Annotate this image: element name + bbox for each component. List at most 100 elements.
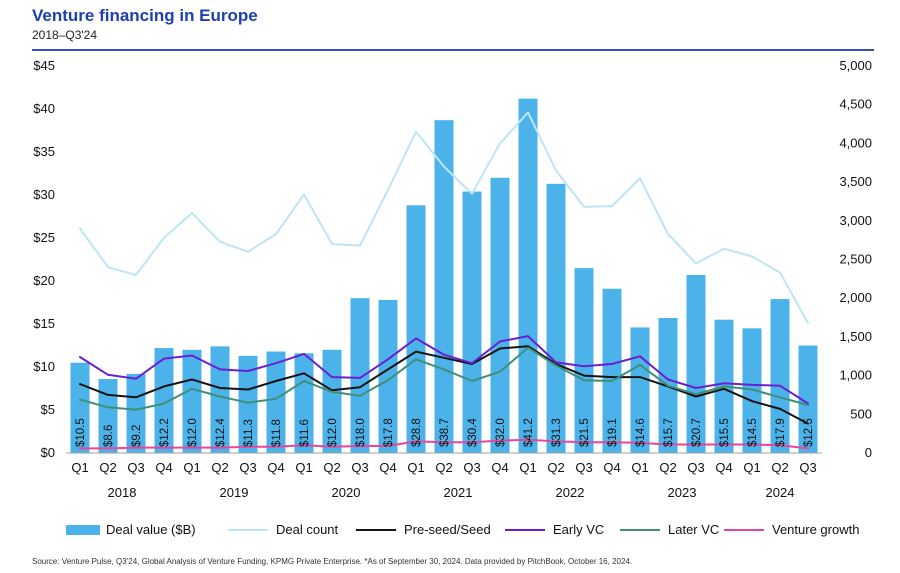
right-tick-label: 3,000 xyxy=(839,213,872,228)
right-tick-label: 2,500 xyxy=(839,252,872,267)
deal-value-bar xyxy=(630,327,650,453)
x-tick-label: Q2 xyxy=(659,460,676,475)
deal-value-bars xyxy=(70,98,818,454)
x-tick-label: Q2 xyxy=(323,460,340,475)
x-tick-label: Q2 xyxy=(771,460,788,475)
bar-value-label: $17.9 xyxy=(775,418,787,447)
bar-value-label: $20.7 xyxy=(691,418,703,447)
x-tick-label: Q3 xyxy=(463,460,480,475)
deal-value-bar xyxy=(518,98,538,454)
bar-value-label: $21.5 xyxy=(579,418,591,447)
x-tick-label: Q3 xyxy=(687,460,704,475)
right-tick-label: 2,000 xyxy=(839,290,872,305)
legend-item-deal-count: Deal count xyxy=(228,522,338,537)
source-note: Source: Venture Pulse, Q3'24, Global Ana… xyxy=(32,557,633,566)
left-tick-label: $35 xyxy=(33,144,55,159)
bar-value-label: $12.5 xyxy=(803,418,815,447)
legend-swatch-growth xyxy=(724,528,764,531)
x-tick-label: Q3 xyxy=(799,460,816,475)
right-axis: 0 500 1,000 1,500 2,000 2,500 3,000 3,500 4,000 4… xyxy=(839,58,872,460)
chart-canvas: $0 $5 $10 $15 $20 $25 $30 $35 $40 $45 0 500 1,000 1,… xyxy=(33,58,872,500)
right-tick-label: 1,000 xyxy=(839,368,872,383)
deal-value-bar xyxy=(238,355,258,453)
bar-value-label: $19.1 xyxy=(607,418,619,447)
legend-swatch-later xyxy=(620,528,660,531)
x-year-label: 2021 xyxy=(444,485,473,500)
bar-value-label: $9.2 xyxy=(131,425,143,447)
bar-value-label: $28.8 xyxy=(411,418,423,447)
series-lines xyxy=(79,111,809,450)
later-line xyxy=(79,346,809,411)
left-tick-label: $20 xyxy=(33,273,55,288)
bar-value-label: $12.2 xyxy=(159,418,171,447)
x-tick-label: Q1 xyxy=(295,460,312,475)
legend-label-deal-value: Deal value ($B) xyxy=(106,522,196,537)
left-tick-label: $10 xyxy=(33,359,55,374)
deal-value-bar xyxy=(574,268,594,453)
deal-value-bar xyxy=(210,346,230,453)
deal-value-bar xyxy=(602,288,622,453)
legend-label-later: Later VC xyxy=(668,522,720,537)
legend-item-seed: Pre-seed/Seed xyxy=(356,522,491,537)
growth-line xyxy=(79,438,809,450)
legend: Deal value ($B) Deal count Pre-seed/Seed… xyxy=(60,522,860,542)
bar-value-label: $17.8 xyxy=(383,418,395,447)
x-tick-label: Q2 xyxy=(435,460,452,475)
deal-value-bar xyxy=(798,345,818,453)
x-tick-label: Q4 xyxy=(603,460,620,475)
right-tick-label: 5,000 xyxy=(839,58,872,73)
deal-value-bar xyxy=(350,298,370,453)
x-tick-label: Q1 xyxy=(407,460,424,475)
deal-value-bar xyxy=(686,274,706,453)
deal-value-bar xyxy=(406,205,426,453)
x-year-label: 2018 xyxy=(108,485,137,500)
deal-value-bar xyxy=(378,299,398,453)
left-tick-label: $0 xyxy=(41,445,55,460)
deal-value-bar xyxy=(546,183,566,453)
chart-subtitle: 2018–Q3'24 xyxy=(32,28,98,42)
deal-count-line xyxy=(79,111,809,324)
right-tick-label: 1,500 xyxy=(839,329,872,344)
x-tick-label: Q3 xyxy=(575,460,592,475)
deal-value-bar xyxy=(266,351,286,453)
x-tick-label: Q1 xyxy=(631,460,648,475)
bar-value-label: $12.0 xyxy=(187,418,199,447)
x-tick-label: Q4 xyxy=(267,460,284,475)
bar-value-label: $30.4 xyxy=(467,418,479,447)
deal-value-bar xyxy=(770,299,790,453)
deal-value-bar xyxy=(434,120,454,454)
deal-value-bar xyxy=(462,191,482,453)
x-year-label: 2020 xyxy=(332,485,361,500)
legend-item-deal-value: Deal value ($B) xyxy=(66,522,196,537)
right-tick-label: 500 xyxy=(850,406,872,421)
x-tick-label: Q2 xyxy=(547,460,564,475)
legend-item-later: Later VC xyxy=(620,522,719,537)
left-tick-label: $40 xyxy=(33,101,55,116)
bar-value-label: $15.5 xyxy=(719,418,731,447)
legend-label-seed: Pre-seed/Seed xyxy=(404,522,491,537)
x-tick-label: Q1 xyxy=(71,460,88,475)
bar-value-label: $12.4 xyxy=(215,418,227,447)
x-tick-label: Q3 xyxy=(351,460,368,475)
deal-value-bar xyxy=(322,349,342,453)
legend-item-early: Early VC xyxy=(505,522,604,537)
bar-value-label: $11.3 xyxy=(243,419,255,447)
bar-value-label: $11.6 xyxy=(299,419,311,447)
x-year-label: 2024 xyxy=(766,485,795,500)
bar-value-label: $41.2 xyxy=(523,418,535,447)
left-tick-label: $30 xyxy=(33,187,55,202)
early-line xyxy=(79,335,809,405)
x-year-label: 2023 xyxy=(668,485,697,500)
deal-value-bar xyxy=(126,373,146,453)
bar-value-label: $31.3 xyxy=(551,418,563,447)
left-tick-label: $25 xyxy=(33,230,55,245)
bar-value-label: $11.8 xyxy=(271,419,283,447)
left-axis: $0 $5 $10 $15 $20 $25 $30 $35 $40 $45 xyxy=(33,58,55,460)
deal-value-bar xyxy=(294,353,314,453)
chart-title: Venture financing in Europe xyxy=(32,6,258,25)
deal-value-bar xyxy=(182,349,202,453)
legend-swatch-deal-value xyxy=(66,524,100,535)
x-year-label: 2022 xyxy=(556,485,585,500)
x-tick-label: Q1 xyxy=(743,460,760,475)
deal-value-bar xyxy=(98,379,118,453)
